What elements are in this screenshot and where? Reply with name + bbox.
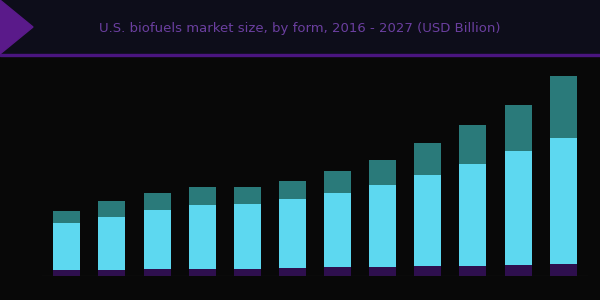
Bar bbox=[53, 223, 80, 270]
Bar bbox=[234, 188, 261, 204]
Bar bbox=[505, 151, 532, 265]
Bar bbox=[414, 175, 442, 266]
Bar bbox=[143, 210, 170, 269]
Bar bbox=[505, 265, 532, 276]
Bar bbox=[188, 268, 216, 276]
Bar bbox=[550, 138, 577, 264]
Bar bbox=[279, 181, 306, 200]
Bar bbox=[460, 125, 487, 164]
Bar bbox=[279, 200, 306, 268]
Bar bbox=[550, 76, 577, 138]
Bar bbox=[369, 185, 396, 267]
Bar bbox=[414, 143, 442, 175]
Bar bbox=[505, 105, 532, 151]
Bar bbox=[324, 193, 351, 267]
Bar bbox=[460, 164, 487, 266]
Bar bbox=[188, 187, 216, 205]
Bar bbox=[98, 217, 125, 270]
Bar bbox=[143, 269, 170, 276]
Bar bbox=[234, 268, 261, 276]
Bar bbox=[53, 211, 80, 223]
Bar bbox=[324, 267, 351, 276]
Bar bbox=[98, 270, 125, 276]
Text: U.S. biofuels market size, by form, 2016 - 2027 (USD Billion): U.S. biofuels market size, by form, 2016… bbox=[99, 22, 501, 35]
Bar bbox=[414, 266, 442, 276]
Bar bbox=[550, 264, 577, 276]
Bar bbox=[53, 270, 80, 276]
Bar bbox=[143, 193, 170, 210]
Bar bbox=[369, 160, 396, 185]
Bar bbox=[460, 266, 487, 276]
Bar bbox=[324, 171, 351, 193]
Bar bbox=[279, 268, 306, 276]
Bar bbox=[234, 204, 261, 268]
Bar bbox=[188, 205, 216, 268]
Bar bbox=[98, 201, 125, 217]
Bar bbox=[369, 267, 396, 276]
